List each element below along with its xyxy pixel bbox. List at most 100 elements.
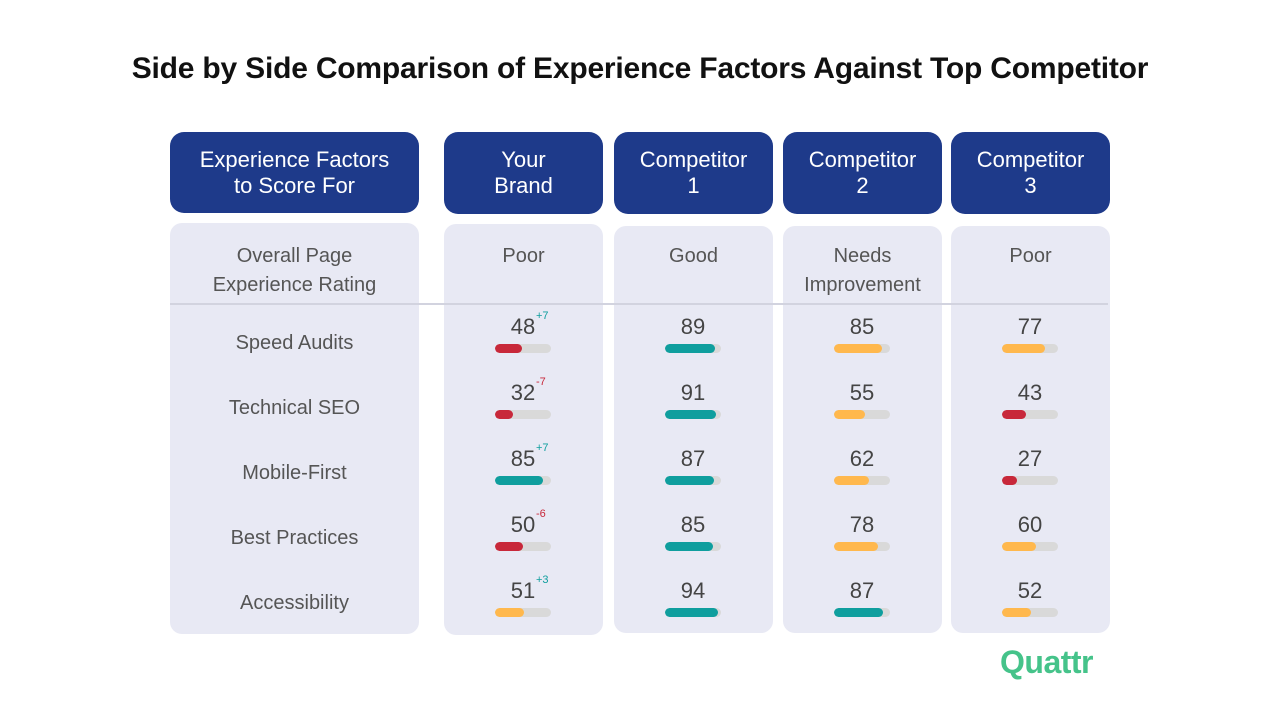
column-your-brand bbox=[444, 224, 603, 635]
score-value: 87 bbox=[680, 446, 706, 471]
score-value: 78 bbox=[849, 512, 875, 537]
score-bar-fill bbox=[665, 344, 715, 353]
factor-label-best-practices: Best Practices bbox=[230, 527, 359, 549]
score-value: 60 bbox=[1017, 512, 1043, 537]
score-bar-fill bbox=[495, 344, 522, 353]
score-value: 94 bbox=[680, 578, 706, 603]
score-bar-fill bbox=[834, 344, 882, 353]
score-bar-track bbox=[495, 476, 551, 485]
score-bar-fill bbox=[495, 608, 524, 617]
score-value: 48 bbox=[510, 314, 536, 339]
rating-row-label: Overall Page Experience Rating bbox=[212, 245, 377, 296]
score-value: 51 bbox=[510, 578, 536, 603]
score-bar-track bbox=[834, 476, 890, 485]
rating-competitor-3: Poor bbox=[1009, 245, 1052, 267]
score-bar-track bbox=[665, 476, 721, 485]
score-cell-best-practices-competitor-3: 60 bbox=[1002, 512, 1058, 562]
score-bar-track bbox=[665, 542, 721, 551]
header-competitor-1: Competitor 1 bbox=[614, 132, 773, 214]
score-cell-best-practices-competitor-1: 85 bbox=[665, 512, 721, 562]
score-value: 85 bbox=[680, 512, 706, 537]
column-factors bbox=[170, 223, 419, 634]
score-value: 87 bbox=[849, 578, 875, 603]
score-bar-fill bbox=[495, 410, 513, 419]
score-bar-fill bbox=[1002, 476, 1018, 485]
score-cell-best-practices-your-brand: 50 -6 bbox=[495, 508, 551, 562]
score-cell-mobile-first-competitor-1: 87 bbox=[665, 446, 721, 496]
column-competitor-1 bbox=[614, 226, 773, 633]
score-cell-speed-audits-competitor-2: 85 bbox=[834, 314, 890, 364]
score-bar-fill bbox=[834, 608, 883, 617]
score-value: 55 bbox=[849, 380, 875, 405]
rating-competitor-1: Good bbox=[669, 245, 718, 267]
score-cell-mobile-first-competitor-3: 27 bbox=[1002, 446, 1058, 496]
score-bar-fill bbox=[834, 476, 869, 485]
score-value: 89 bbox=[680, 314, 706, 339]
score-cell-mobile-first-your-brand: 85 +7 bbox=[495, 442, 551, 496]
header-competitor-2: Competitor 2 bbox=[783, 132, 942, 214]
header-your-brand: Your Brand bbox=[444, 132, 603, 214]
column-competitor-2 bbox=[783, 226, 942, 633]
score-value: 27 bbox=[1017, 446, 1043, 471]
score-bar-fill bbox=[834, 410, 865, 419]
score-bar-track bbox=[665, 410, 721, 419]
score-cell-accessibility-your-brand: 51 +3 bbox=[495, 574, 551, 628]
score-bar-track bbox=[495, 608, 551, 617]
score-cell-speed-audits-competitor-3: 77 bbox=[1002, 314, 1058, 364]
header-your-brand-label: Your Brand bbox=[494, 147, 553, 198]
score-bar-fill bbox=[1002, 410, 1027, 419]
score-cell-technical-seo-competitor-1: 91 bbox=[665, 380, 721, 430]
quattr-logo: Quattr bbox=[1000, 644, 1094, 680]
score-bar-fill bbox=[1002, 344, 1046, 353]
rating-your-brand: Poor bbox=[502, 245, 545, 267]
score-bar-fill bbox=[834, 542, 878, 551]
score-bar-fill bbox=[665, 608, 718, 617]
rating-divider bbox=[170, 303, 1108, 305]
score-value: 91 bbox=[680, 380, 706, 405]
score-value: 50 bbox=[510, 512, 536, 537]
score-value: 85 bbox=[849, 314, 875, 339]
header-competitor-2-label: Competitor 2 bbox=[808, 147, 917, 198]
header-competitor-3-label: Competitor 3 bbox=[976, 147, 1085, 198]
chart-title: Side by Side Comparison of Experience Fa… bbox=[131, 52, 1149, 85]
score-cell-speed-audits-your-brand: 48 +7 bbox=[495, 310, 551, 364]
score-bar-track bbox=[834, 410, 890, 419]
score-bar-fill bbox=[665, 410, 716, 419]
score-bar-track bbox=[495, 410, 551, 419]
score-delta: -6 bbox=[536, 508, 546, 520]
score-bar-track bbox=[1002, 542, 1058, 551]
score-bar-track bbox=[1002, 476, 1058, 485]
score-bar-fill bbox=[665, 542, 713, 551]
score-delta: +7 bbox=[536, 310, 549, 322]
score-value: 43 bbox=[1017, 380, 1043, 405]
score-value: 62 bbox=[849, 446, 875, 471]
score-bar-track bbox=[495, 542, 551, 551]
score-cell-accessibility-competitor-1: 94 bbox=[665, 578, 721, 628]
header-factors-label: Experience Factors to Score For bbox=[199, 146, 390, 198]
score-bar-track bbox=[1002, 344, 1058, 353]
column-competitor-3 bbox=[951, 226, 1110, 633]
score-bar-fill bbox=[495, 476, 543, 485]
factor-label-technical-seo: Technical SEO bbox=[228, 397, 361, 419]
score-cell-accessibility-competitor-3: 52 bbox=[1002, 578, 1058, 628]
score-bar-track bbox=[665, 344, 721, 353]
score-cell-technical-seo-competitor-2: 55 bbox=[834, 380, 890, 430]
score-cell-speed-audits-competitor-1: 89 bbox=[665, 314, 721, 364]
score-cell-best-practices-competitor-2: 78 bbox=[834, 512, 890, 562]
score-delta: +3 bbox=[536, 574, 549, 586]
score-bar-fill bbox=[495, 542, 523, 551]
score-bar-track bbox=[1002, 410, 1058, 419]
score-cell-accessibility-competitor-2: 87 bbox=[834, 578, 890, 628]
factor-label-speed-audits: Speed Audits bbox=[235, 332, 354, 354]
score-bar-fill bbox=[1002, 608, 1032, 617]
score-value: 77 bbox=[1017, 314, 1043, 339]
score-bar-track bbox=[495, 344, 551, 353]
score-bar-track bbox=[1002, 608, 1058, 617]
score-bar-fill bbox=[1002, 542, 1036, 551]
score-cell-mobile-first-competitor-2: 62 bbox=[834, 446, 890, 496]
score-bar-track bbox=[665, 608, 721, 617]
header-competitor-3: Competitor 3 bbox=[951, 132, 1110, 214]
score-bar-track bbox=[834, 344, 890, 353]
score-bar-fill bbox=[665, 476, 714, 485]
score-value: 32 bbox=[510, 380, 536, 405]
